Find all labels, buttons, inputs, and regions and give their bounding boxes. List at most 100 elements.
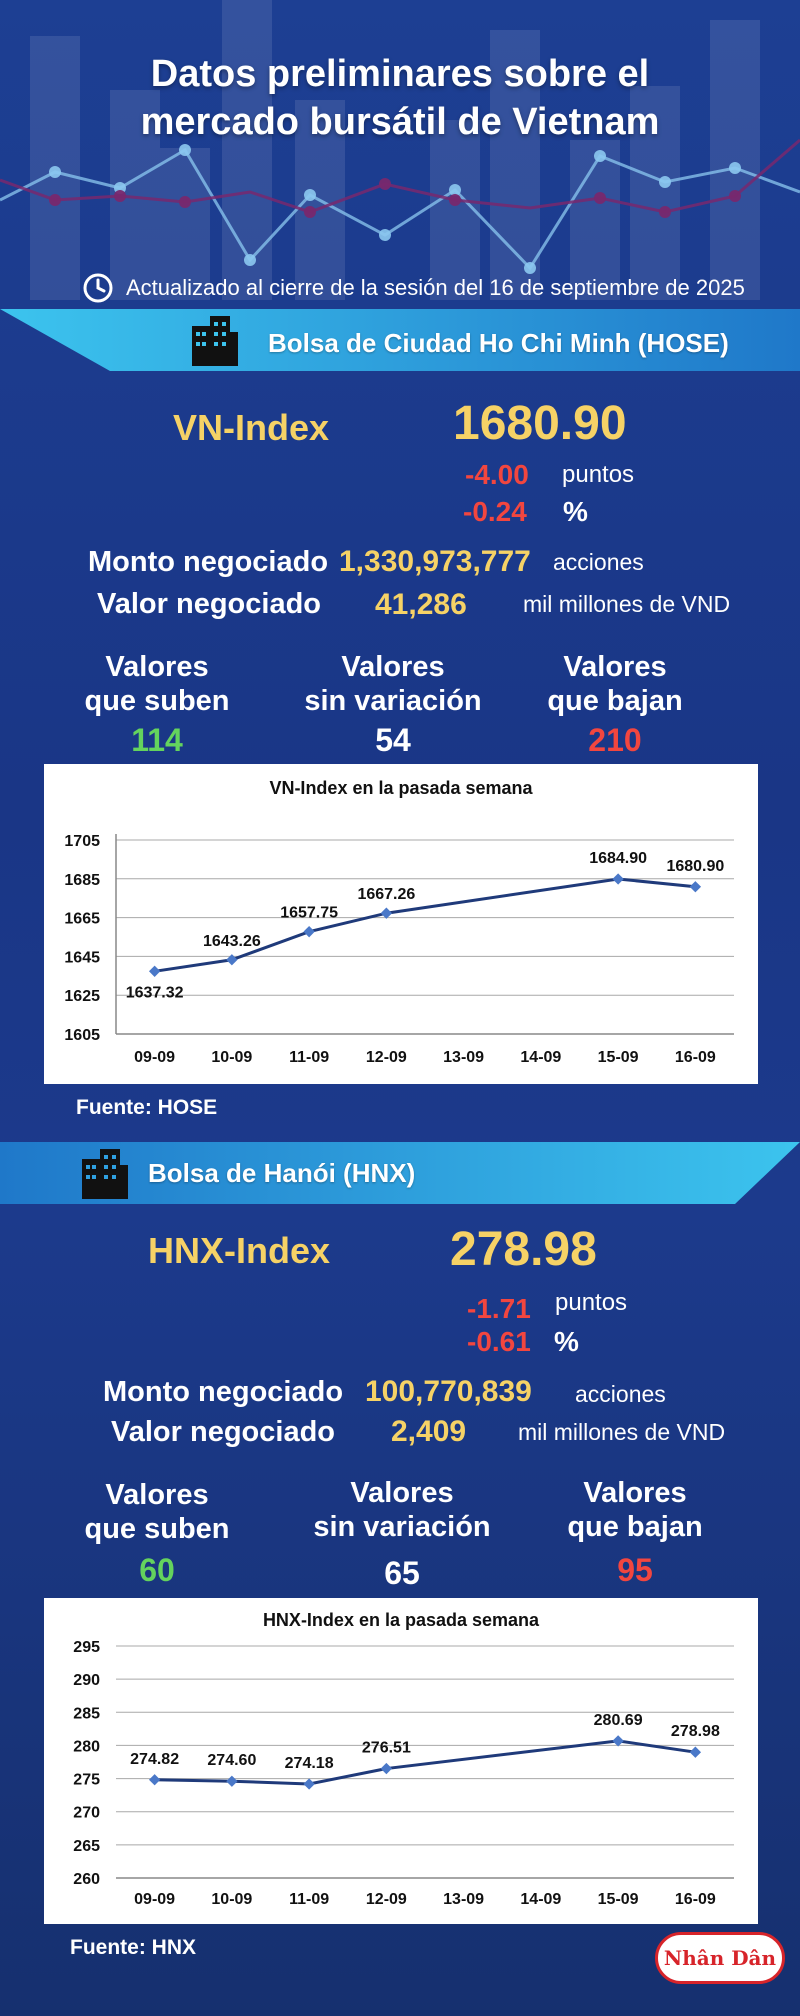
hose-chart-box: VN-Index en la pasada semana 1605 1625 1645… [44,764,758,1084]
hnx-flat-label-2: sin variación [313,1511,491,1543]
hose-up-label: Valores que suben [37,650,277,718]
hnx-data-label: 274.60 [207,1752,256,1769]
hose-points-label: puntos [562,461,635,488]
hose-value-unit: mil millones de VND [523,591,731,617]
hose-flat-label-2: sin variación [304,685,482,717]
hose-up-count: 114 [131,722,183,758]
hnx-change-points: -1.71 [467,1293,531,1324]
hose-flat-label-1: Valores [341,651,445,683]
hnx-data-point [226,1775,238,1787]
hose-data-label: 1643.26 [203,933,261,950]
hnx-index-value: 278.98 [450,1223,597,1276]
hose-x-tick-label: 16-09 [675,1049,716,1066]
hnx-data-label: 274.18 [285,1755,334,1772]
clock-icon [83,273,113,303]
hnx-data-label: 274.82 [130,1751,179,1768]
hose-change-pct: -0.24 [463,496,527,527]
hnx-flat-count: 65 [384,1555,420,1591]
hnx-flat-label-1: Valores [350,1477,454,1509]
building-icon [82,1149,128,1199]
hose-down-count: 210 [588,722,642,758]
hnx-value-value: 2,409 [391,1415,467,1448]
hnx-down-label: Valores que bajan [515,1476,755,1544]
hose-data-point [612,873,624,885]
hose-y-tick-label: 1625 [64,988,100,1005]
hnx-y-tick-label: 295 [73,1639,100,1656]
hose-data-point [689,881,702,893]
hnx-x-tick-label: 12-09 [366,1891,407,1908]
hnx-data-label: 276.51 [362,1740,411,1757]
hnx-y-tick-label: 265 [73,1838,100,1855]
hnx-y-tick-label: 285 [73,1705,100,1722]
hnx-source: Fuente: HNX [70,1936,196,1959]
hose-volume-value: 1,330,973,777 [339,545,531,578]
hnx-flat-label: Valores sin variación [282,1476,522,1544]
hnx-banner-title: Bolsa de Hanói (HNX) [148,1158,416,1188]
hose-up-label-2: que suben [84,685,230,717]
hose-x-tick-label: 13-09 [443,1049,484,1066]
hnx-y-tick-label: 260 [73,1871,100,1888]
hose-series-line [154,877,696,973]
hnx-index-name: HNX-Index [148,1230,331,1271]
page-title-line1: Datos preliminares sobre el [150,53,650,95]
hnx-up-label: Valores que suben [37,1478,277,1546]
hose-data-label: 1667.26 [357,886,415,903]
hnx-volume-value: 100,770,839 [365,1375,532,1408]
hose-index-value: 1680.90 [453,397,627,450]
hnx-data-point [148,1774,161,1786]
hnx-x-tick-label: 11-09 [289,1891,329,1908]
hose-volume-unit: acciones [553,549,644,575]
hnx-value-label: Valor negociado [111,1416,335,1448]
hnx-series-line [154,1739,696,1786]
hnx-chart-title: HNX-Index en la pasada semana [263,1610,540,1630]
hnx-up-label-2: que suben [84,1513,230,1545]
building-icon [192,316,238,366]
header-background [0,0,800,300]
hnx-volume-unit: acciones [575,1381,666,1407]
hnx-data-point [689,1746,702,1758]
hose-x-tick-label: 11-09 [289,1049,329,1066]
hose-y-tick-label: 1705 [64,833,100,850]
hose-down-label: Valores que bajan [495,650,735,718]
hose-y-tick-label: 1665 [64,911,100,928]
updated-note: Actualizado al cierre de la sesión del 1… [82,272,745,304]
hose-y-tick-label: 1605 [64,1027,100,1044]
hose-index-name: VN-Index [173,407,330,448]
hose-flat-count: 54 [375,722,411,758]
hnx-data-point [380,1762,393,1775]
hose-banner-title: Bolsa de Ciudad Ho Chi Minh (HOSE) [268,328,729,358]
hnx-data-point [303,1778,315,1790]
hnx-y-tick-label: 270 [73,1805,100,1822]
hnx-x-tick-label: 13-09 [443,1891,484,1908]
hnx-up-count: 60 [139,1552,175,1588]
hose-data-point [303,926,315,938]
hnx-data-label: 280.69 [594,1712,643,1729]
hose-value-value: 41,286 [375,588,467,621]
hnx-down-label-1: Valores [583,1477,687,1509]
hnx-value-unit: mil millones de VND [518,1419,726,1445]
hnx-banner [0,1142,800,1204]
hnx-pct-label: % [554,1326,579,1357]
hose-data-point [380,907,393,919]
hose-pct-label: % [563,496,588,527]
hnx-points-label: puntos [555,1289,628,1316]
hnx-x-tick-label: 10-09 [211,1891,252,1908]
hnx-up-label-1: Valores [105,1479,209,1511]
hose-data-label: 1684.90 [589,850,647,867]
hnx-x-tick-label: 16-09 [675,1891,716,1908]
nhandan-logo: Nhân Dân [655,1932,785,1984]
hose-chart: VN-Index en la pasada semana 1605 1625 1645… [64,778,734,1066]
hnx-y-tick-label: 280 [73,1738,100,1755]
hnx-data-point [612,1735,624,1747]
updated-text: Actualizado al cierre de la sesión del 1… [126,275,745,300]
hose-change-points: -4.00 [465,459,529,490]
hnx-chart-box: HNX-Index en la pasada semana 260 265 270 27… [44,1598,758,1924]
hnx-chart: HNX-Index en la pasada semana 260 265 270 27… [73,1610,734,1908]
hose-data-label: 1680.90 [666,858,724,875]
hose-y-tick-label: 1685 [64,872,100,889]
hose-volume-label: Monto negociado [88,546,329,578]
hose-value-label: Valor negociado [97,588,321,620]
hose-x-tick-label: 15-09 [598,1049,639,1066]
hose-source: Fuente: HOSE [76,1096,218,1119]
hnx-down-label-2: que bajan [567,1511,703,1543]
